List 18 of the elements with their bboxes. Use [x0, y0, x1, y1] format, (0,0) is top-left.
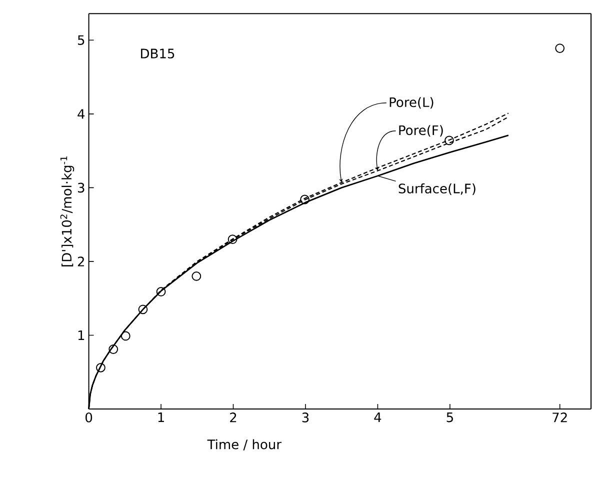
legend-label: Surface(L,F) [398, 183, 476, 195]
x-tick-label: 0 [86, 412, 92, 422]
annotation: DB15 [141, 48, 174, 58]
x-tick-label: 72 [552, 412, 567, 422]
x-axis-title: Time / hour [207, 439, 282, 450]
x-tick-label: 3 [302, 412, 309, 422]
x-tick-label: 4 [374, 412, 382, 422]
y-tick-label: 2 [78, 256, 84, 266]
x-tick-label: 2 [230, 412, 236, 422]
y-tick-label: 4 [78, 109, 85, 119]
x-tick-label: 5 [446, 412, 453, 422]
y-tick-label: 5 [78, 35, 84, 45]
series-label: Pore(F) [399, 125, 443, 137]
text: Pore(L) [390, 97, 434, 109]
y-tick-label: 1 [78, 330, 84, 340]
x-tick-label: 1 [158, 412, 164, 422]
y-tick-label: 3 [78, 182, 84, 193]
y-axis-title: [D']x10$^{2}$/mol·kg$^{-1}$ [60, 156, 74, 266]
